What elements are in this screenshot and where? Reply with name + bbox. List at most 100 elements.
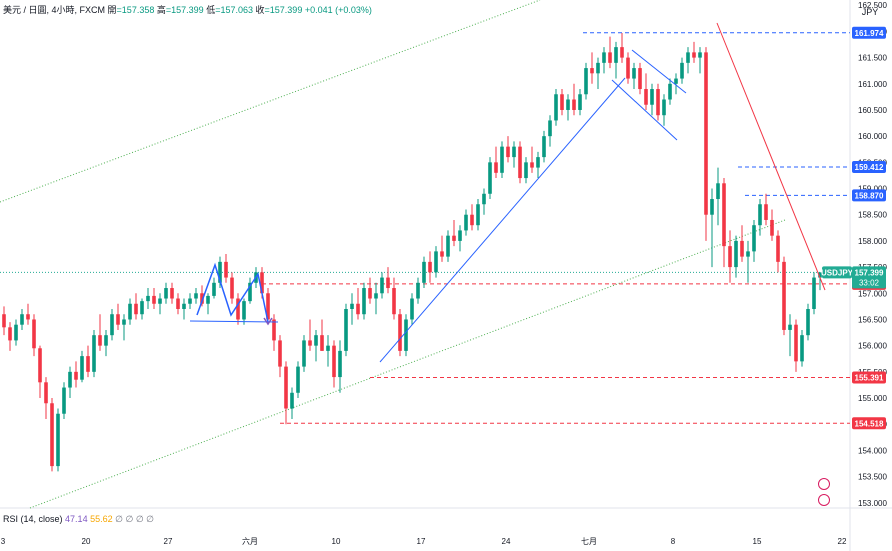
candle-body-58 [350,303,354,309]
y-tick-label-13: 156.000 [858,342,887,351]
candle-body-14 [86,356,90,372]
candle-body-80 [482,193,486,205]
change-value: +0.041 (+0.03%) [304,5,372,15]
high-label: 高 [156,5,166,15]
record-icon[interactable] [818,494,830,506]
candle-body-72 [434,251,438,273]
candle-body-39 [236,298,240,320]
level-tag-1: 159.412 [855,163,884,172]
candle-body-10 [62,387,66,414]
candle-body-89 [536,157,540,168]
candle-body-121 [728,246,732,268]
candle-body-129 [776,235,780,262]
candle-body-79 [476,204,480,226]
x-tick-label-3: 六月 [242,536,258,546]
candle-body-126 [758,204,762,226]
candle-body-13 [80,356,84,380]
candle-body-103 [620,47,624,58]
rsi-ma-value: 55.62 [90,514,113,524]
currency-button[interactable]: JPY [861,7,879,17]
candle-body-17 [104,335,108,346]
candle-body-110 [662,99,666,116]
level-tag-5: 154.518 [855,419,884,428]
candle-body-63 [380,277,384,294]
last-price-tag: 157.399 [855,268,884,277]
candle-body-27 [164,288,168,299]
candle-body-49 [296,366,300,393]
candle-body-105 [632,68,636,79]
candle-body-132 [794,324,798,362]
candle-body-25 [152,295,156,304]
candle-body-97 [584,68,588,95]
candle-body-31 [188,298,192,304]
candle-body-56 [338,350,342,378]
candle-body-66 [398,314,402,351]
y-tick-label-15: 155.000 [858,394,887,403]
candle-body-124 [746,251,750,257]
flag-lower-line [611,79,678,141]
low-value: =157.063 [215,5,253,15]
level-tag-bg-1 [852,160,886,173]
open-value: =157.358 [116,5,155,15]
candle-body-127 [764,204,768,220]
level-tag-4: 155.391 [855,374,884,383]
candle-body-36 [218,261,222,283]
candle-body-122 [734,240,738,268]
candle-body-96 [578,94,582,110]
candle-body-113 [680,62,684,79]
candle-body-2 [14,324,18,341]
candle-body-34 [206,295,210,304]
candle-body-28 [170,288,174,299]
candle-body-12 [74,371,78,380]
candle-body-55 [332,345,336,378]
level-tag-bg-2 [852,189,886,202]
candle-body-48 [290,392,294,409]
y-tick-label-5: 160.000 [858,132,887,141]
arrow-down-icon [263,317,273,326]
candle-body-93 [560,94,564,110]
candle-body-33 [200,293,204,304]
candle-body-131 [788,324,792,330]
candle-body-51 [308,340,312,346]
candle-body-130 [782,261,786,330]
candle-body-102 [614,47,618,63]
candle-body-26 [158,298,162,304]
candle-body-30 [182,303,186,309]
double-top-pattern [196,262,269,323]
candle-body-67 [404,319,408,351]
candle-body-52 [314,335,318,346]
candle-body-64 [386,277,390,289]
candle-body-134 [806,308,810,336]
candle-body-41 [248,282,252,302]
candle-body-24 [146,295,150,302]
level-tag-bg-0 [852,26,886,39]
open-label: 開 [107,5,117,15]
candle-body-5 [32,319,36,349]
rsi-value: 47.14 [65,514,88,524]
lightning-icon[interactable] [818,478,830,490]
candle-body-94 [566,99,570,110]
candle-body-95 [572,99,576,110]
x-tick-label-10: 22 [838,537,847,546]
candle-body-117 [704,52,708,215]
downtrend-line [716,22,826,291]
candle-body-69 [416,282,420,299]
candle-body-21 [128,303,132,320]
y-tick-label-19: 153.000 [858,499,887,508]
candle-body-54 [326,345,330,351]
candle-body-35 [212,282,216,296]
x-tick-label-9: 15 [753,537,762,546]
candle-body-19 [116,314,120,325]
x-tick-label-6: 24 [502,537,511,546]
high-value: =157.399 [165,5,204,15]
candle-body-136 [818,272,822,278]
candle-body-86 [518,146,522,179]
level-tag-0: 161.974 [855,29,884,38]
neckline [189,320,279,323]
close-value: =157.399 [264,5,303,15]
candle-body-8 [50,403,54,467]
candle-body-108 [650,89,654,105]
candle-body-98 [590,68,594,74]
candle-body-53 [320,335,324,351]
